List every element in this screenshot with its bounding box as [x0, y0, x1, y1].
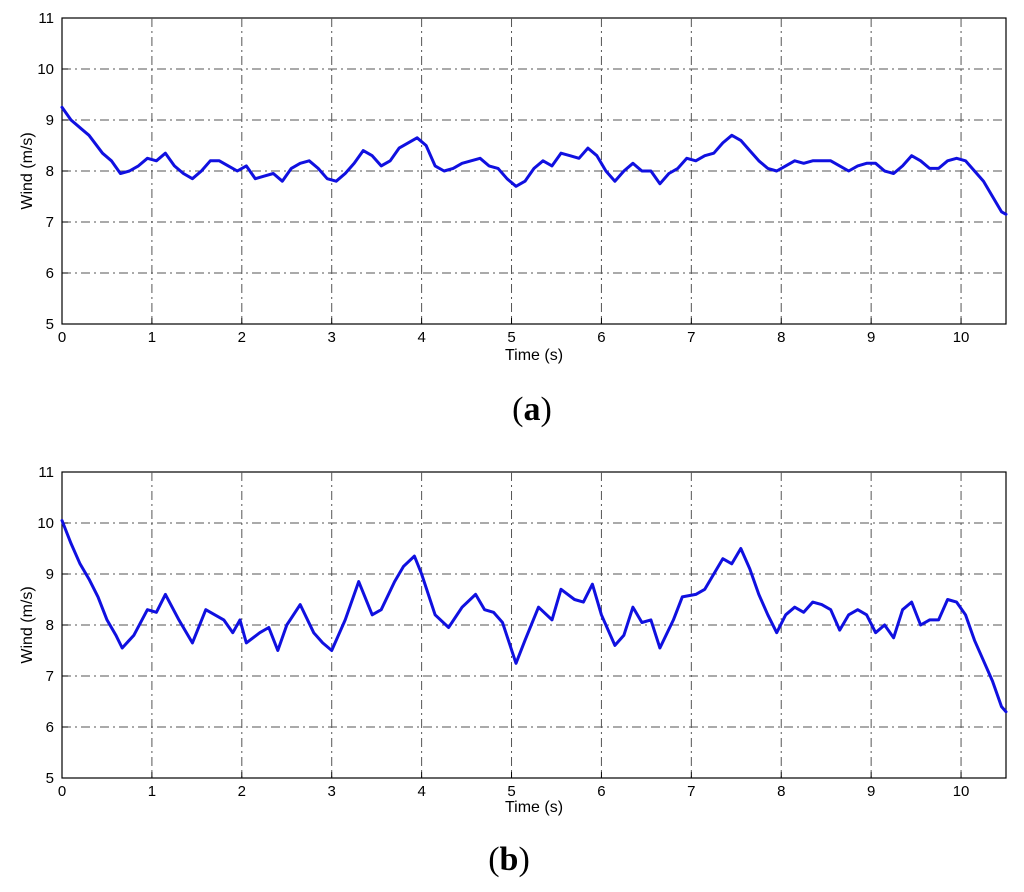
y-tick-label-b: 6: [46, 719, 54, 736]
x-tick-label-b: 8: [777, 783, 785, 800]
y-axis-label-b: Wind (m/s): [19, 586, 36, 663]
x-tick-label-a: 10: [953, 329, 970, 346]
x-tick-label-b: 10: [953, 783, 970, 800]
x-tick-label-a: 1: [148, 329, 156, 346]
y-tick-label-b: 9: [46, 566, 54, 583]
y-tick-label-b: 5: [46, 770, 54, 787]
series-group-b: [60, 519, 1008, 714]
chart-panel-b: 0 1 2 3 4 5 6 7 8 9 10 5 6 7 8 9 10 11 Time (s) Wind (m/s…: [19, 464, 1008, 878]
y-tick-label-a: 6: [46, 265, 54, 282]
panel-letter-a: a: [524, 391, 541, 428]
x-tick-label-b: 7: [687, 783, 695, 800]
y-tick-label-a: 8: [46, 163, 54, 180]
x-tick-label-b: 3: [328, 783, 336, 800]
x-tick-label-b: 9: [867, 783, 875, 800]
y-tick-label-a: 7: [46, 214, 54, 231]
x-tick-label-b: 2: [238, 783, 246, 800]
y-tick-label-b: 8: [46, 617, 54, 634]
x-tick-label-a: 2: [238, 329, 246, 346]
y-tick-label-b: 7: [46, 668, 54, 685]
x-tick-label-a: 4: [417, 329, 425, 346]
chart-panel-a: 0 1 2 3 4 5 6 7 8 9 10 5 6 7 8 9 10 11 Time (s) Wind (m/s…: [19, 10, 1008, 428]
panel-label-a: (a): [512, 391, 552, 428]
y-tick-label-b: 10: [37, 515, 54, 532]
y-tick-label-a: 11: [38, 10, 54, 27]
panel-letter-b: b: [500, 841, 519, 878]
x-tick-label-b: 4: [417, 783, 425, 800]
wind-series-line-a: [60, 105, 1008, 216]
wind-series-line-b: [60, 519, 1008, 714]
x-tick-label-a: 0: [58, 329, 66, 346]
panel-label-b: (b): [488, 841, 530, 878]
series-group-a: [60, 105, 1008, 216]
x-tick-label-a: 5: [507, 329, 515, 346]
gridlines-b: [62, 472, 1006, 778]
gridlines-a: [62, 18, 1006, 324]
x-tick-label-a: 6: [597, 329, 605, 346]
x-tick-label-a: 9: [867, 329, 875, 346]
x-tick-label-b: 0: [58, 783, 66, 800]
x-tick-label-b: 6: [597, 783, 605, 800]
x-tick-label-b: 1: [148, 783, 156, 800]
x-axis-label-b: Time (s): [505, 799, 563, 816]
x-tick-label-b: 5: [507, 783, 515, 800]
y-tick-label-a: 10: [37, 61, 54, 78]
y-tick-label-a: 9: [46, 112, 54, 129]
x-axis-label-a: Time (s): [505, 347, 563, 364]
x-tick-label-a: 7: [687, 329, 695, 346]
y-tick-label-b: 11: [38, 464, 54, 481]
x-tick-label-a: 3: [328, 329, 336, 346]
ticks-a: 0 1 2 3 4 5 6 7 8 9 10 5 6 7 8 9 10 11: [37, 10, 969, 346]
x-tick-label-a: 8: [777, 329, 785, 346]
y-axis-label-a: Wind (m/s): [19, 132, 36, 209]
ticks-b: 0 1 2 3 4 5 6 7 8 9 10 5 6 7 8 9 10 11: [37, 464, 969, 800]
y-tick-label-a: 5: [46, 316, 54, 333]
